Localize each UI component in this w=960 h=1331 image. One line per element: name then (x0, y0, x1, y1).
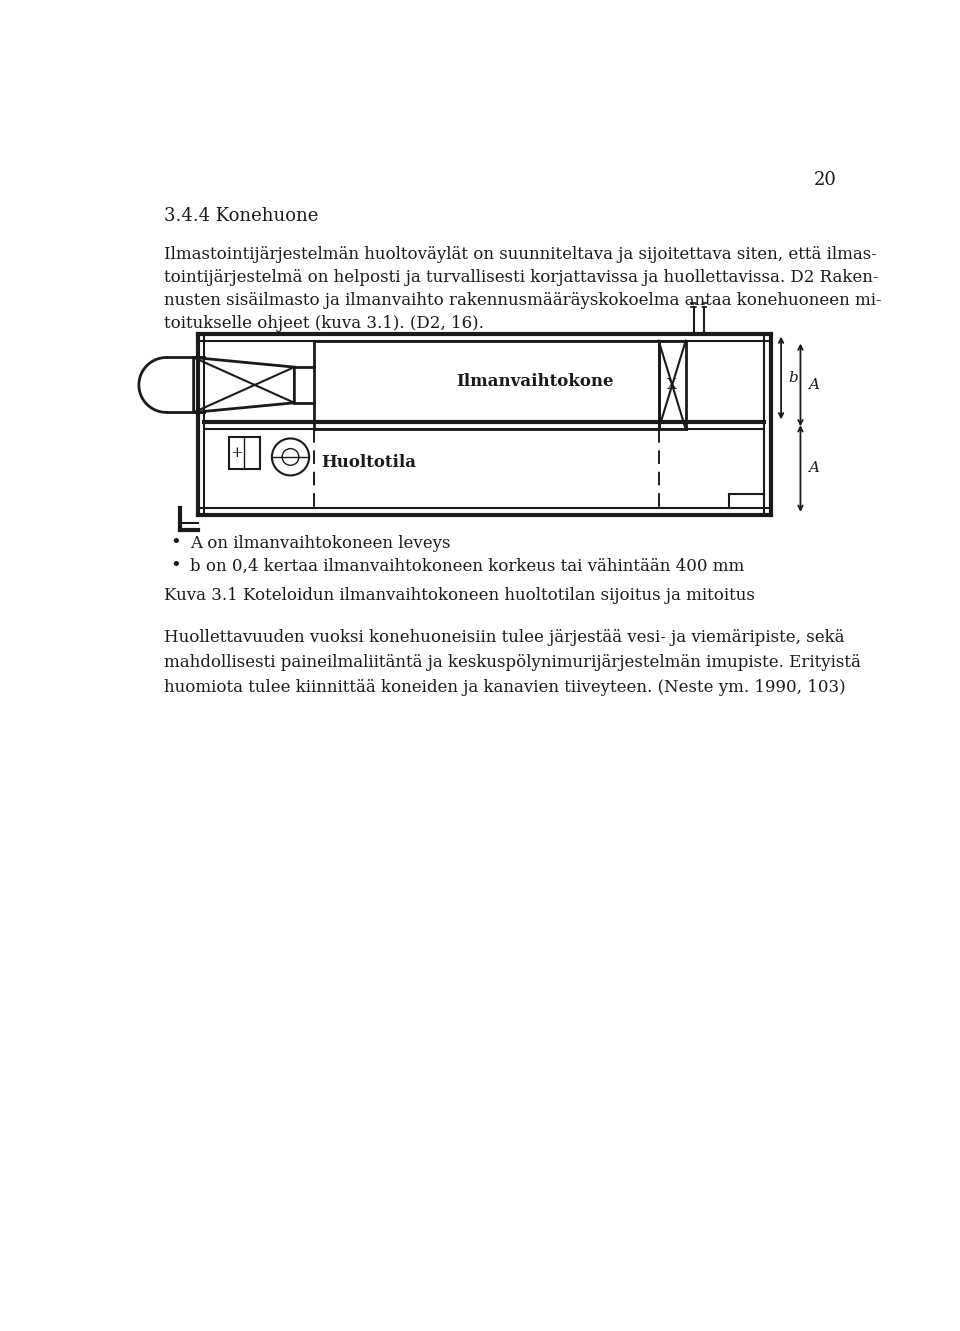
Text: A: A (808, 378, 819, 391)
Text: Huoltotila: Huoltotila (322, 454, 417, 471)
Text: tointijärjestelmä on helposti ja turvallisesti korjattavissa ja huollettavissa. : tointijärjestelmä on helposti ja turvall… (164, 269, 878, 286)
Text: •: • (171, 558, 181, 575)
Text: b: b (789, 371, 799, 385)
Text: toitukselle ohjeet (kuva 3.1). (D2, 16).: toitukselle ohjeet (kuva 3.1). (D2, 16). (164, 315, 484, 333)
Text: A on ilmanvaihtokoneen leveys: A on ilmanvaihtokoneen leveys (190, 535, 450, 551)
Text: A: A (808, 462, 819, 475)
Text: •: • (171, 534, 181, 552)
Text: huomiota tulee kiinnittää koneiden ja kanavien tiiveyteen. (Neste ym. 1990, 103): huomiota tulee kiinnittää koneiden ja ka… (164, 679, 846, 696)
Text: Huollettavuuden vuoksi konehuoneisiin tulee järjestää vesi- ja viemäripiste, sek: Huollettavuuden vuoksi konehuoneisiin tu… (164, 630, 845, 647)
Text: nusten sisäilmasto ja ilmanvaihto rakennusmääräyskokoelma antaa konehuoneen mi-: nusten sisäilmasto ja ilmanvaihto rakenn… (164, 291, 882, 309)
Text: 20: 20 (814, 170, 837, 189)
Text: b on 0,4 kertaa ilmanvaihtokoneen korkeus tai vähintään 400 mm: b on 0,4 kertaa ilmanvaihtokoneen korkeu… (190, 558, 744, 575)
Text: X: X (667, 378, 677, 391)
Text: +: + (229, 446, 243, 461)
Bar (228, 437, 259, 470)
Text: mahdollisesti paineilmaliitäntä ja keskuspölynimurijärjestelmän imupiste. Erityi: mahdollisesti paineilmaliitäntä ja kesku… (164, 654, 861, 671)
Text: Ilmastointijärjestelmän huoltoväylät on suunniteltava ja sijoitettava siten, ett: Ilmastointijärjestelmän huoltoväylät on … (164, 246, 877, 264)
Text: Ilmanvaihtokone: Ilmanvaihtokone (456, 373, 613, 390)
Text: 3.4.4 Konehuone: 3.4.4 Konehuone (164, 206, 319, 225)
Text: Kuva 3.1 Koteloidun ilmanvaihtokoneen huoltotilan sijoitus ja mitoitus: Kuva 3.1 Koteloidun ilmanvaihtokoneen hu… (164, 587, 756, 604)
